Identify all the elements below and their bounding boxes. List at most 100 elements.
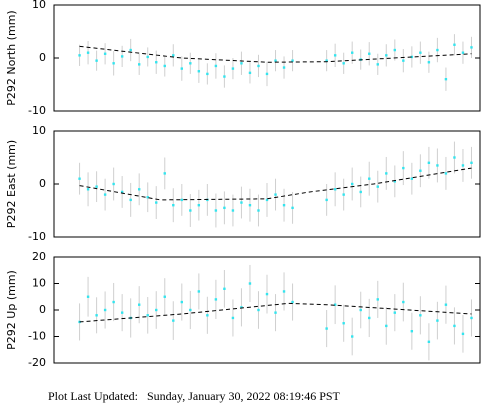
data-point	[274, 59, 277, 62]
data-point	[376, 63, 379, 66]
y-tick-label: 0	[39, 303, 46, 316]
data-point	[470, 161, 473, 164]
data-point	[189, 308, 192, 312]
data-point	[163, 172, 166, 175]
data-point	[444, 78, 448, 81]
data-point	[189, 209, 192, 212]
y-axis-label: P292 East (mm)	[5, 140, 18, 228]
data-point	[359, 190, 362, 194]
data-point	[419, 169, 422, 172]
y-tick-label: 0	[39, 51, 46, 64]
plot-frame	[53, 4, 481, 112]
data-point	[265, 198, 269, 202]
data-point	[103, 308, 107, 312]
data-point	[206, 314, 209, 317]
y-tick-label: -10	[28, 330, 46, 343]
data-point	[368, 177, 371, 180]
data-point	[453, 156, 456, 159]
data-point	[419, 51, 422, 54]
data-point	[282, 66, 286, 69]
data-point	[248, 71, 252, 75]
footer-label: Plot Last Updated:	[48, 389, 138, 403]
data-point	[351, 182, 354, 186]
data-point	[155, 201, 158, 204]
data-point	[103, 52, 107, 55]
data-point	[436, 319, 439, 322]
y-tick-label: 0	[39, 177, 46, 190]
data-point	[427, 61, 431, 64]
data-point	[461, 164, 465, 167]
data-point	[282, 290, 286, 293]
data-point	[265, 292, 269, 296]
data-point	[257, 308, 260, 312]
data-point	[240, 306, 243, 309]
data-point	[155, 308, 158, 312]
data-point	[436, 48, 439, 52]
data-point	[248, 282, 252, 285]
data-point	[376, 298, 379, 301]
data-point	[180, 300, 183, 304]
data-point	[376, 185, 379, 188]
data-point	[197, 204, 201, 207]
data-point	[351, 51, 354, 54]
data-point	[172, 204, 175, 207]
data-point	[189, 62, 192, 65]
data-point	[453, 324, 456, 328]
data-point	[163, 295, 166, 298]
data-point	[240, 62, 243, 65]
data-point	[291, 300, 294, 304]
data-point	[86, 188, 90, 191]
data-point	[325, 327, 328, 330]
data-point	[385, 172, 388, 175]
data-point	[291, 206, 294, 210]
data-point	[120, 311, 124, 314]
footer-timestamp: Sunday, January 30, 2022 08:19:46 PST	[147, 389, 341, 403]
data-point	[138, 63, 141, 66]
data-point	[410, 55, 414, 59]
data-point	[172, 319, 175, 322]
data-point	[240, 201, 243, 204]
data-point	[385, 324, 388, 328]
data-point	[163, 64, 166, 68]
data-point	[453, 43, 456, 46]
data-point	[351, 335, 354, 338]
data-point	[146, 314, 149, 317]
data-point	[427, 161, 431, 164]
data-point	[103, 193, 107, 196]
data-point	[112, 62, 115, 65]
data-point	[342, 193, 345, 196]
data-point	[112, 182, 115, 186]
data-point	[197, 290, 201, 293]
data-point	[146, 55, 149, 59]
data-point	[342, 322, 345, 325]
data-point	[214, 209, 218, 212]
data-point	[231, 316, 235, 320]
data-point	[282, 204, 286, 207]
data-point	[410, 177, 414, 180]
data-point	[274, 311, 277, 314]
data-point	[325, 198, 328, 202]
data-point	[120, 190, 124, 194]
data-point	[129, 198, 132, 202]
y-axis-label: P292 Up (mm)	[5, 270, 18, 350]
data-point	[223, 287, 226, 290]
data-point	[333, 54, 337, 57]
data-point	[180, 198, 183, 202]
data-point	[393, 48, 396, 52]
data-point	[120, 55, 124, 58]
data-point	[402, 300, 405, 304]
data-point	[95, 59, 98, 62]
data-point	[223, 75, 226, 78]
data-point	[146, 196, 149, 199]
data-point	[86, 295, 90, 298]
data-point	[223, 206, 226, 210]
data-point	[470, 316, 473, 320]
data-point	[393, 311, 396, 314]
data-point	[172, 54, 175, 57]
data-point	[248, 204, 252, 207]
data-point	[78, 177, 81, 180]
y-tick-label: 20	[32, 250, 46, 263]
y-tick-label: -20	[28, 356, 46, 369]
data-point	[197, 70, 201, 73]
